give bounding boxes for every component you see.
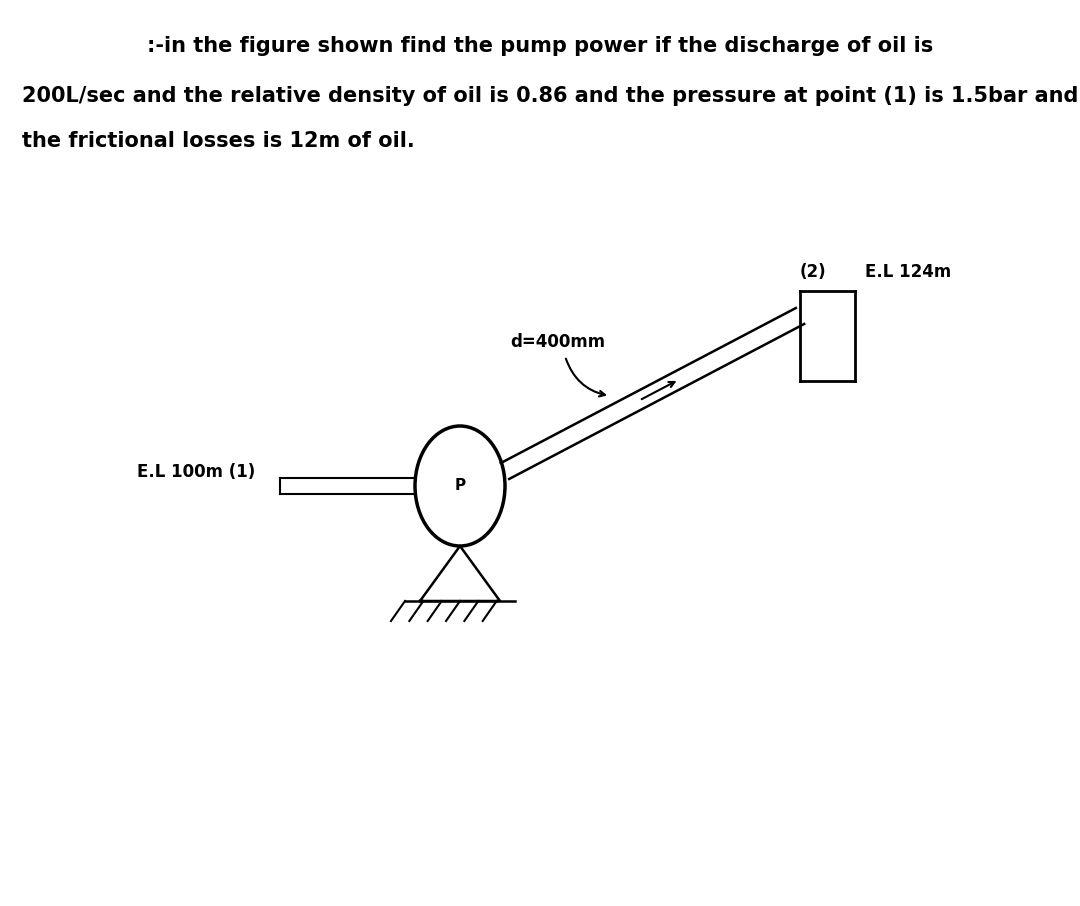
Text: (2): (2) — [799, 263, 826, 281]
Text: d=400mm: d=400mm — [510, 333, 605, 351]
Text: E.L 124m: E.L 124m — [865, 263, 951, 281]
Text: the frictional losses is 12m of oil.: the frictional losses is 12m of oil. — [22, 131, 415, 151]
Text: E.L 100m (1): E.L 100m (1) — [137, 463, 255, 481]
Text: :-in the figure shown find the pump power if the discharge of oil is: :-in the figure shown find the pump powe… — [147, 36, 933, 56]
Text: 200L/sec and the relative density of oil is 0.86 and the pressure at point (1) i: 200L/sec and the relative density of oil… — [22, 86, 1078, 106]
Text: P: P — [455, 478, 465, 494]
